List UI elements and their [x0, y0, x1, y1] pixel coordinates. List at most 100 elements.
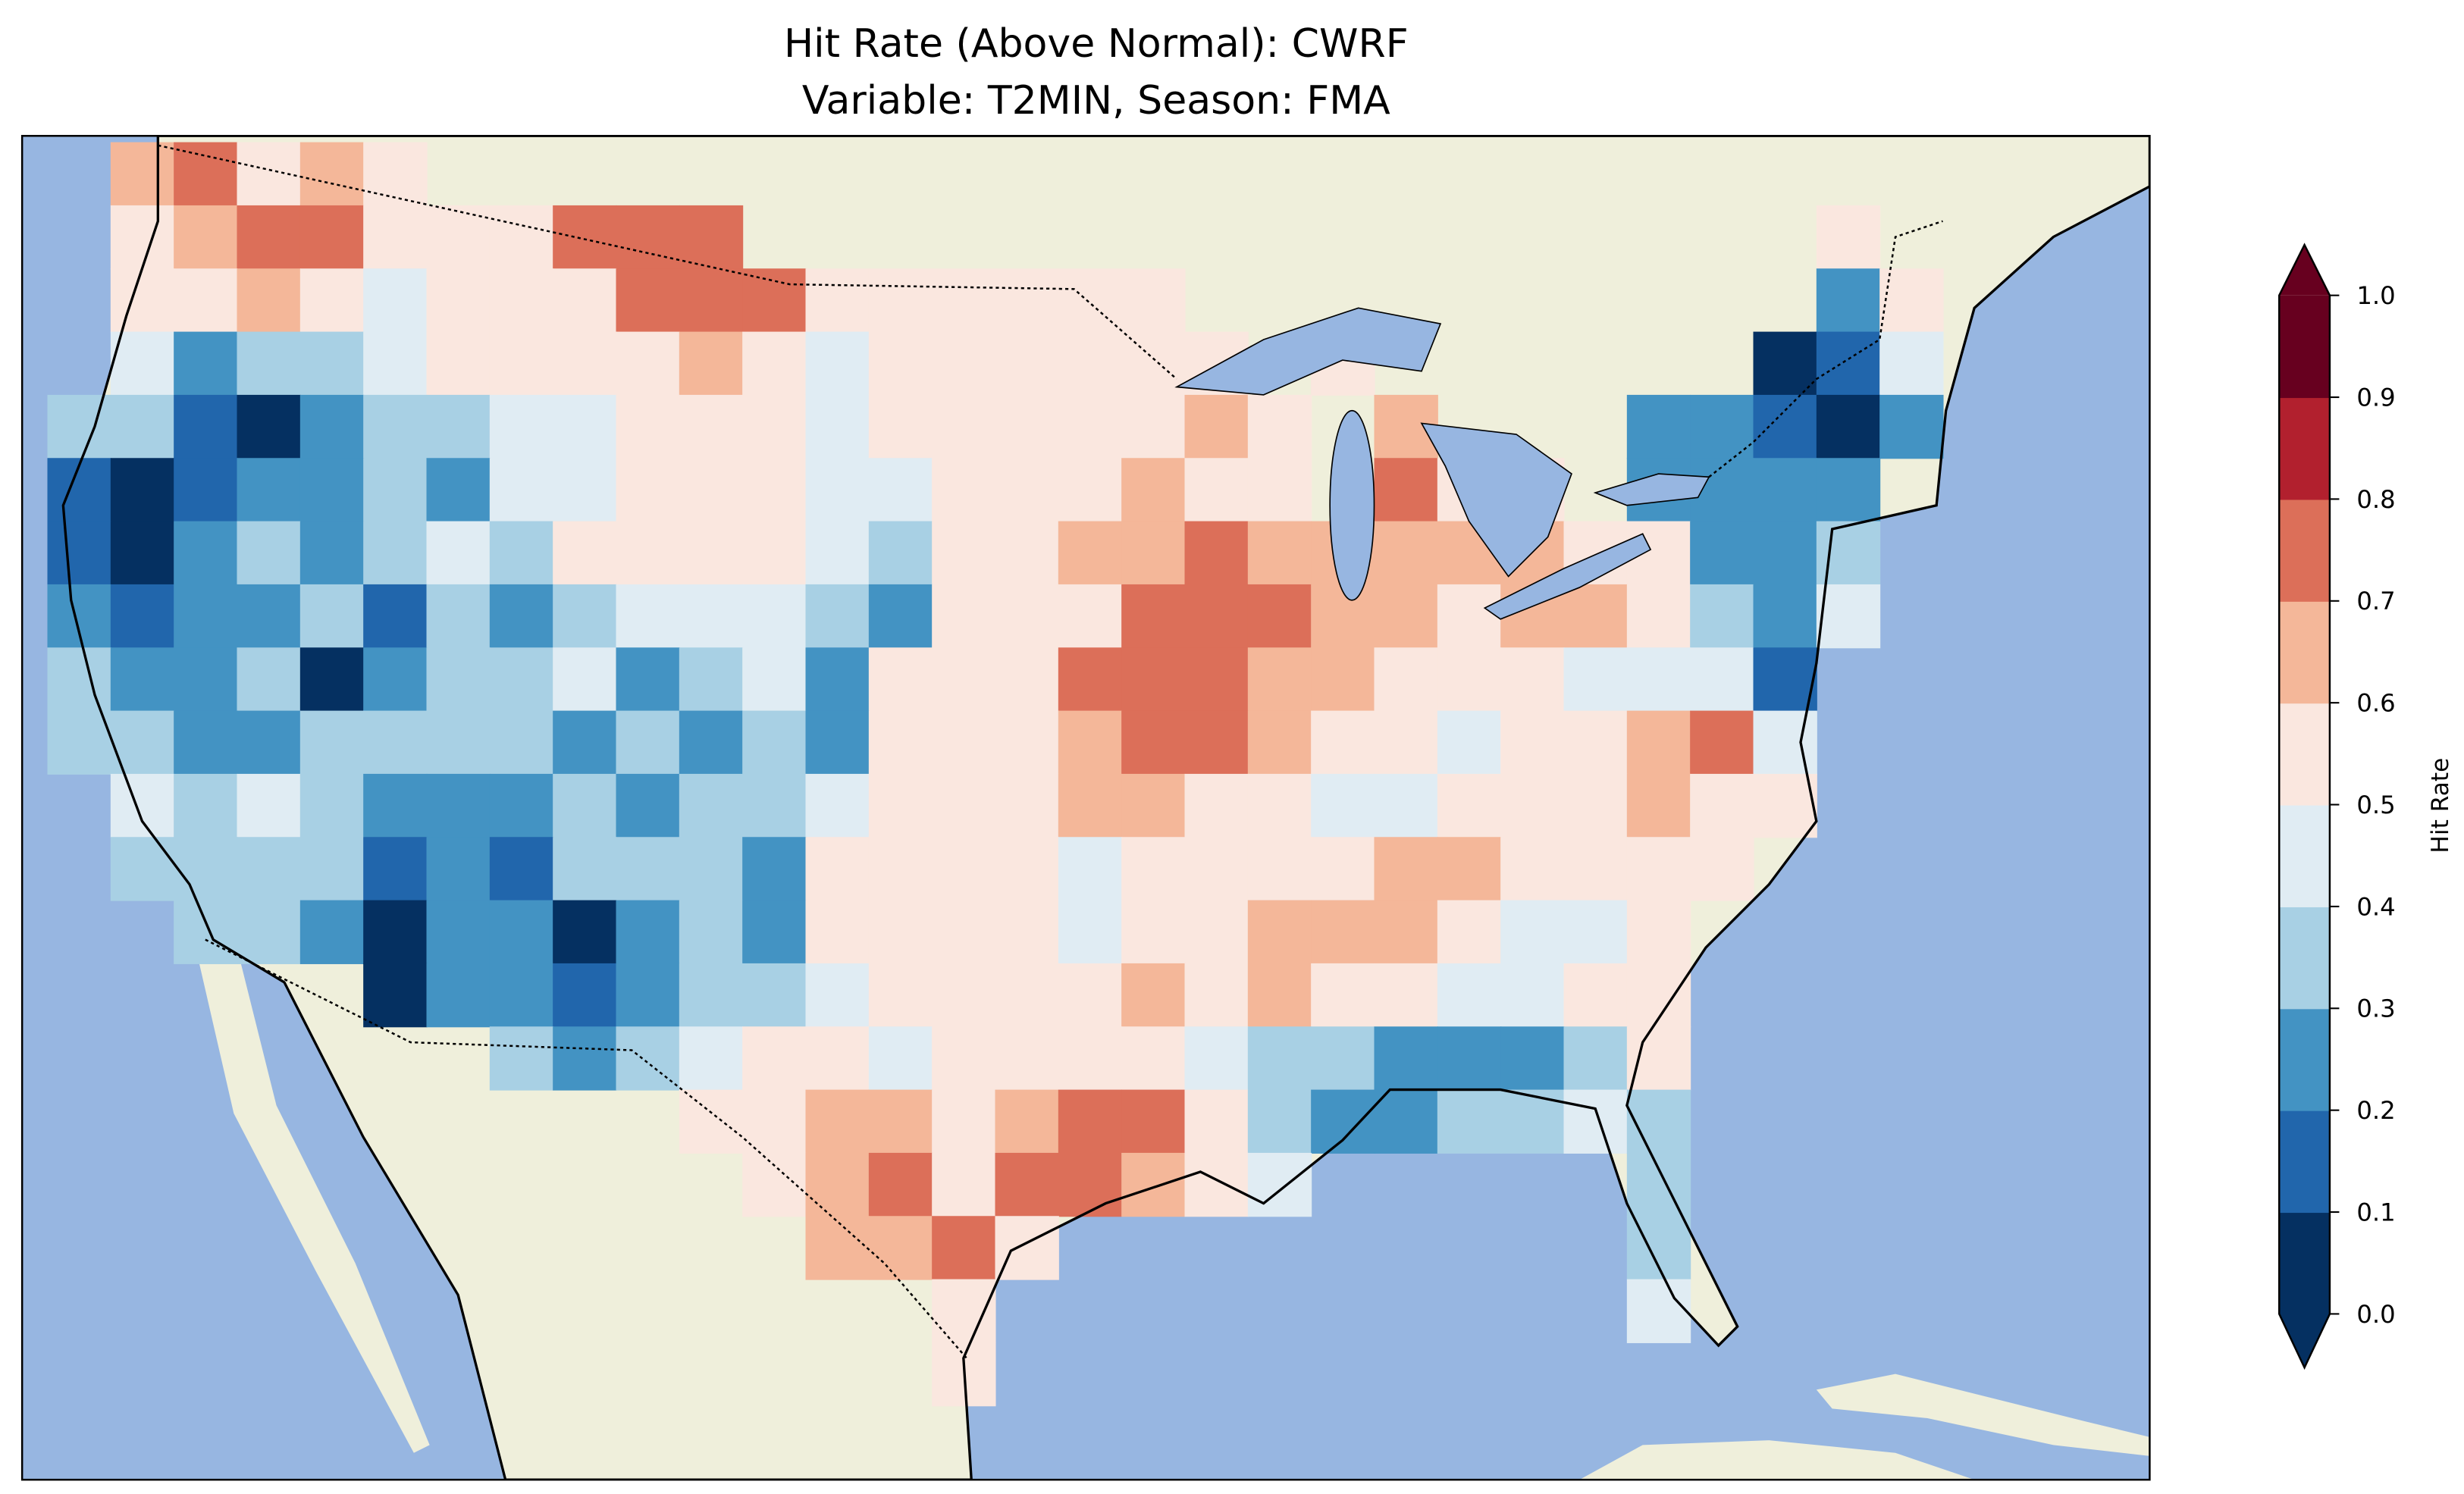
mexico-border: [205, 938, 967, 1359]
grid-cell: [110, 521, 175, 585]
grid-cell: [47, 458, 111, 522]
grid-cell: [299, 394, 365, 459]
grid-cell: [363, 647, 428, 712]
colorbar-tick-label: 0.7: [2356, 587, 2395, 615]
grid-cell: [1311, 647, 1375, 712]
grid-cell: [1184, 1026, 1249, 1091]
grid-cell: [805, 963, 870, 1028]
grid-cell: [1437, 1026, 1502, 1091]
grid-cell: [932, 1152, 996, 1217]
grid-cell: [237, 773, 301, 838]
grid-cell: [426, 900, 491, 964]
grid-cell: [805, 394, 870, 459]
colorbar-label: Hit Rate: [2427, 758, 2454, 853]
grid-cell: [174, 647, 238, 712]
grid-cell: [489, 837, 554, 901]
grid-cell: [1058, 773, 1123, 838]
grid-cell: [995, 1152, 1059, 1217]
grid-cell: [1311, 963, 1375, 1028]
grid-cell: [1121, 837, 1186, 901]
grid-cell: [868, 710, 933, 775]
grid-cell: [1058, 963, 1123, 1028]
grid-cell: [1058, 837, 1123, 901]
grid-cell: [1311, 837, 1375, 901]
grid-cell: [110, 584, 175, 649]
grid-cell: [363, 900, 428, 964]
grid-cell: [299, 458, 365, 522]
grid-cell: [47, 710, 111, 775]
grid-cell: [237, 331, 301, 396]
grid-cell: [1690, 647, 1754, 712]
grid-cell: [1121, 394, 1186, 459]
land-baja-california: [197, 939, 430, 1453]
grid-cell: [1311, 773, 1375, 838]
grid-cell: [1184, 647, 1249, 712]
grid-cell: [1184, 963, 1249, 1028]
grid-cell: [868, 837, 933, 901]
grid-cell: [616, 900, 680, 964]
grid-cell: [1184, 584, 1249, 649]
grid-cell: [616, 837, 680, 901]
title-line-1: Hit Rate (Above Normal): CWRF: [784, 21, 1409, 67]
grid-cell: [553, 837, 617, 901]
grid-cell: [174, 773, 238, 838]
grid-cell: [679, 837, 744, 901]
grid-cell: [1121, 647, 1186, 712]
grid-cell: [1437, 963, 1502, 1028]
grid-cell: [995, 521, 1059, 585]
lake-michigan: [1329, 409, 1375, 601]
grid-cell: [1626, 1152, 1691, 1217]
colorbar-tick-label: 0.2: [2356, 1096, 2395, 1125]
map-frame: [20, 135, 2151, 1481]
grid-cell: [1121, 1152, 1186, 1217]
grid-cell: [1311, 900, 1375, 964]
grid-cell: [679, 900, 744, 964]
grid-cell: [742, 458, 807, 522]
grid-cell: [489, 521, 554, 585]
grid-cell: [932, 1026, 996, 1091]
colorbar-bin: [2279, 499, 2330, 602]
grid-cell: [1184, 710, 1249, 775]
grid-cell: [1626, 773, 1691, 838]
grid-cell: [299, 521, 365, 585]
grid-cell: [1374, 773, 1438, 838]
colorbar-tick-label: 0.8: [2356, 485, 2395, 514]
grid-cell: [237, 205, 301, 270]
grid-cell: [679, 1026, 744, 1091]
grid-cell: [1500, 710, 1565, 775]
grid-cell: [1437, 710, 1502, 775]
grid-cell: [174, 268, 238, 333]
grid-cell: [553, 773, 617, 838]
grid-cell: [1563, 773, 1628, 838]
grid-cell: [553, 647, 617, 712]
grid-cell: [742, 521, 807, 585]
grid-cell: [1753, 647, 1817, 712]
grid-cell: [932, 963, 996, 1028]
grid-cell: [742, 268, 807, 333]
grid-cell: [1753, 394, 1817, 459]
grid-cell: [1816, 584, 1881, 649]
grid-cell: [363, 963, 428, 1028]
grid-cell: [1563, 1026, 1628, 1091]
grid-cell: [110, 394, 175, 459]
grid-cell: [1247, 1089, 1312, 1154]
grid-cell: [995, 710, 1059, 775]
colorbar-bin: [2279, 1110, 2330, 1214]
grid-cell: [1626, 837, 1691, 901]
grid-cell: [742, 710, 807, 775]
grid-cell: [1184, 837, 1249, 901]
grid-cell: [489, 1026, 554, 1091]
grid-cell: [299, 773, 365, 838]
grid-cell: [1247, 963, 1312, 1028]
grid-cell: [299, 647, 365, 712]
grid-cell: [426, 458, 491, 522]
grid-cell: [1247, 584, 1312, 649]
grid-cell: [1690, 394, 1754, 459]
grid-cell: [868, 963, 933, 1028]
grid-cell: [868, 331, 933, 396]
grid-cell: [1184, 458, 1249, 522]
grid-cell: [489, 458, 554, 522]
grid-cell: [1374, 710, 1438, 775]
grid-cell: [110, 205, 175, 270]
great-lakes: [1174, 307, 1710, 620]
